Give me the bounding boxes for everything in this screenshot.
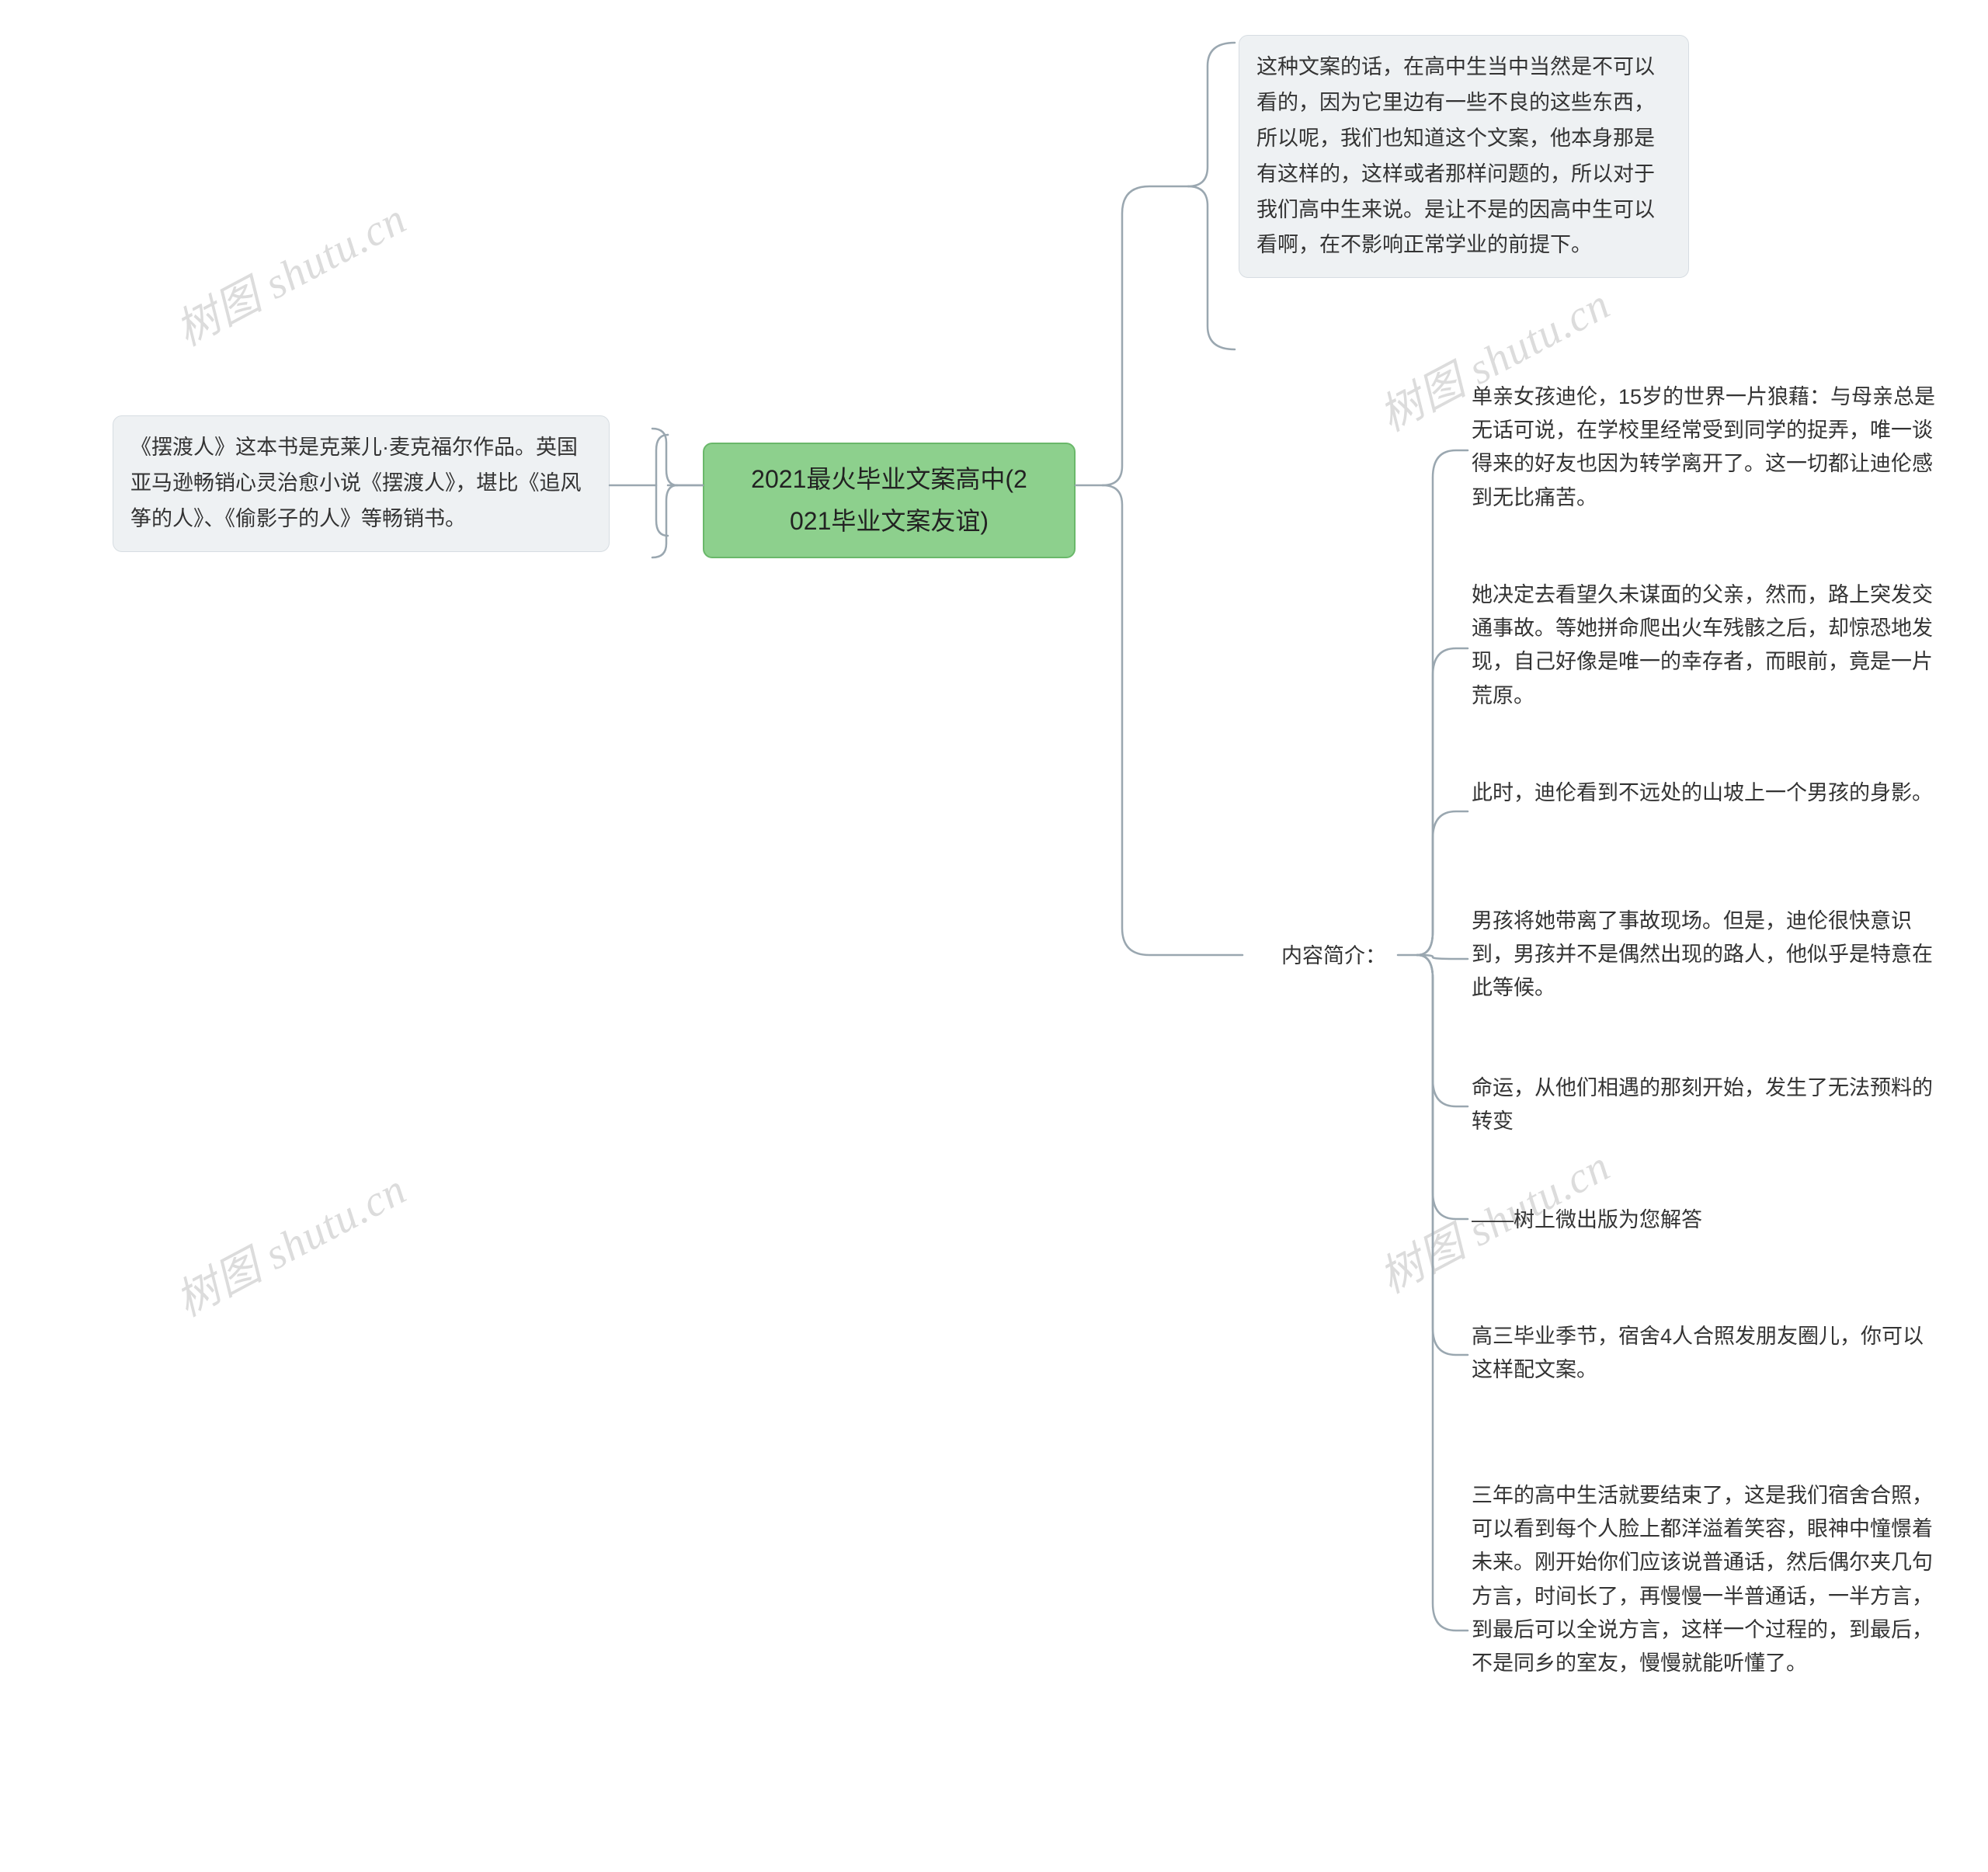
synopsis-item: 男孩将她带离了事故现场。但是，迪伦很快意识到，男孩并不是偶然出现的路人，他似乎是…	[1472, 905, 1938, 1005]
synopsis-item: 三年的高中生活就要结束了，这是我们宿舍合照，可以看到每个人脸上都洋溢着笑容，眼神…	[1472, 1479, 1938, 1680]
root-line1: 2021最火毕业文案高中(2	[751, 465, 1027, 493]
root-line2: 021毕业文案友谊)	[790, 507, 989, 535]
root-node[interactable]: 2021最火毕业文案高中(2 021毕业文案友谊)	[703, 443, 1076, 558]
synopsis-item: 单亲女孩迪伦，15岁的世界一片狼藉：与母亲总是无话可说，在学校里经常受到同学的捉…	[1472, 380, 1938, 515]
left-panel[interactable]: 《摆渡人》这本书是克莱儿·麦克福尔作品。英国亚马逊畅销心灵治愈小说《摆渡人》，堪…	[113, 415, 610, 552]
right-panel[interactable]: 这种文案的话，在高中生当中当然是不可以看的，因为它里边有一些不良的这些东西，所以…	[1239, 35, 1689, 278]
watermark: 树图 shutu.cn	[163, 184, 415, 358]
synopsis-item: ——树上微出版为您解答	[1472, 1203, 1938, 1237]
synopsis-item: 高三毕业季节，宿舍4人合照发朋友圈儿，你可以这样配文案。	[1472, 1320, 1938, 1387]
synopsis-item: 她决定去看望久未谋面的父亲，然而，路上突发交通事故。等她拼命爬出火车残骸之后，却…	[1472, 578, 1938, 713]
synopsis-item: 此时，迪伦看到不远处的山坡上一个男孩的身影。	[1472, 776, 1938, 810]
watermark: 树图 shutu.cn	[163, 1155, 415, 1328]
synopsis-item: 命运，从他们相遇的那刻开始，发生了无法预料的转变	[1472, 1071, 1938, 1138]
synopsis-label: 内容简介：	[1281, 939, 1386, 973]
